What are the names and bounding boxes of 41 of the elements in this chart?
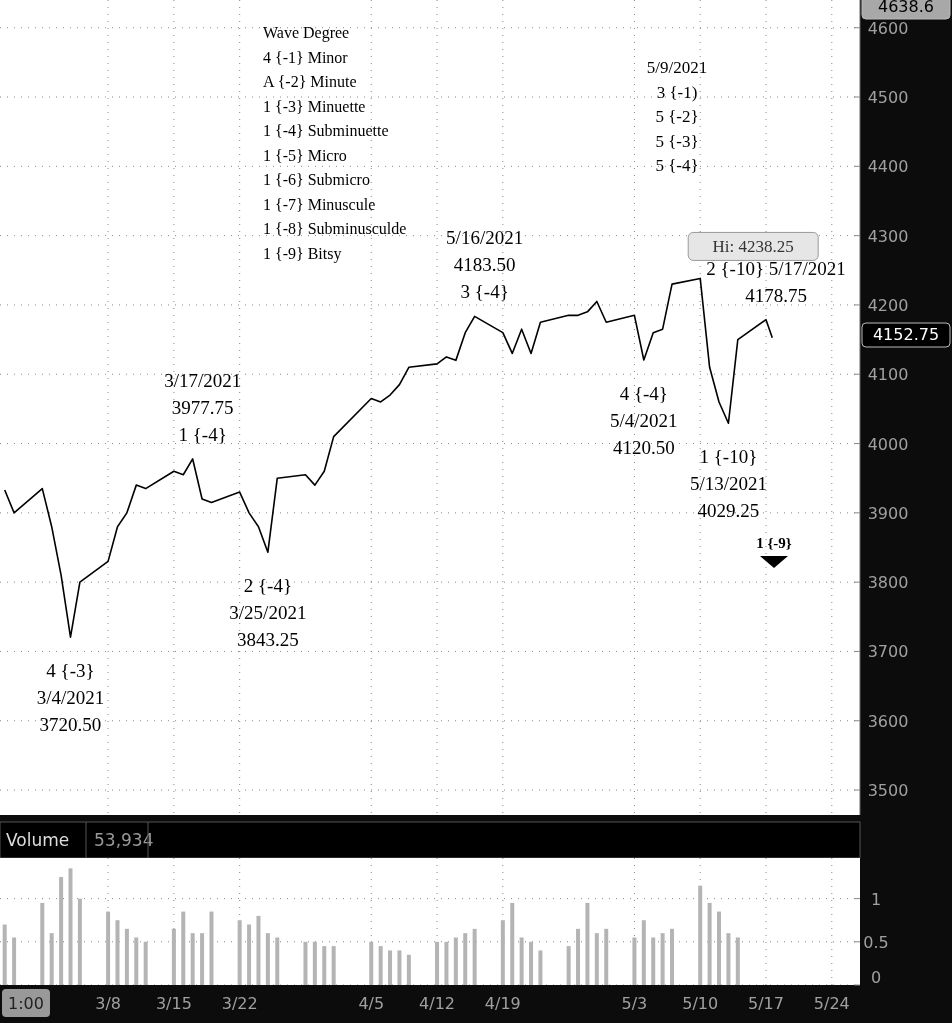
y-tick-label: 4100 (867, 365, 909, 385)
x-tick-label: 3/22 (221, 994, 258, 1013)
annotation: 1 {-9} (756, 535, 792, 551)
y-tick-label: 3500 (867, 781, 909, 801)
text: 4638.6 (878, 0, 934, 16)
annotation: 2 {-10} 5/17/2021 4178.75 (706, 257, 846, 306)
annotation: 5/16/2021 4183.50 3 {-4} (446, 227, 524, 303)
annotation: 4 {-3} 3/4/2021 3720.50 (36, 660, 105, 736)
y-tick-label: 3600 (867, 711, 909, 731)
y-tick-label: 4200 (867, 295, 909, 315)
text: Volume (6, 830, 70, 850)
x-tick-label: 3/15 (155, 994, 192, 1013)
y-tick-label: 3800 (867, 573, 909, 593)
x-tick-label: 5/10 (682, 994, 719, 1013)
annotation: 4 {-4} 5/4/2021 4120.50 (610, 383, 678, 459)
y-tick-label: 4400 (867, 157, 909, 177)
text: 1:00 (8, 994, 44, 1013)
x-tick-label: 4/19 (484, 994, 521, 1013)
annotation: 2 {-4} 3/25/2021 3843.25 (229, 575, 307, 651)
text: 53,934 (94, 830, 154, 850)
y-tick-label: 3700 (867, 642, 909, 662)
text: Wave Degree 4 {-1} Minor A {-2} Minute 1 {-3} Minuette 1 {-4} Subminuette 1 {-5} Micro 1 {-6} Submicro 1 {-7} Minuscule 1 {-8} Subminusculde 1 {-9} Bitsy (263, 24, 407, 262)
x-tick-label: 3/8 (95, 994, 121, 1013)
y-tick-label: 1 (870, 889, 882, 909)
annotation: 5/9/2021 3 {-1) 5 {-2} 5 {-3} 5 {-4} (646, 58, 708, 175)
text: 4152.75 (872, 325, 940, 344)
y-tick-label: 4000 (867, 434, 909, 454)
x-tick-label: 4/12 (419, 994, 456, 1013)
x-tick-label: 5/17 (748, 994, 784, 1013)
annotation: Hi: 4238.25 (712, 237, 794, 257)
annotation: 1 {-10} 5/13/2021 4029.25 (689, 446, 767, 522)
x-tick-label: 5/3 (621, 994, 648, 1013)
y-tick-label: 3900 (867, 503, 909, 523)
x-tick-label: 4/5 (358, 994, 385, 1013)
y-tick-label: 4500 (867, 88, 909, 108)
y-tick-label: 4600 (867, 18, 909, 38)
x-tick-label: 5/24 (813, 994, 850, 1013)
y-tick-label: 4300 (867, 226, 909, 246)
annotation: 3/17/2021 3977.75 1 {-4} (164, 369, 242, 445)
y-tick-label: 0 (870, 968, 882, 987)
y-tick-label: 0.5 (863, 932, 889, 952)
